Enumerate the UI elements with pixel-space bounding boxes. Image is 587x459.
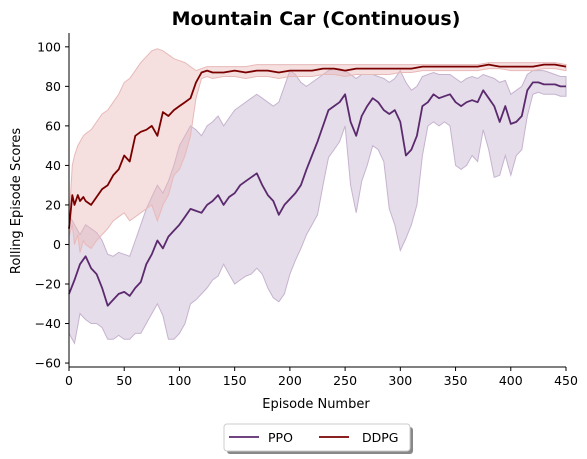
y-tick-label: 0 [53,237,61,252]
x-axis-label: Episode Number [262,397,370,412]
y-tick-label: 100 [37,39,61,54]
x-tick-label: 50 [116,373,132,388]
x-tick-label: 350 [444,373,468,388]
x-tick-label: 300 [388,373,412,388]
y-axis-label: Rolling Episode Scores [9,128,24,274]
x-tick-label: 400 [499,373,523,388]
y-tick-label: 80 [45,79,61,94]
x-tick-label: 0 [65,373,73,388]
x-tick-label: 200 [278,373,302,388]
y-tick-label: −40 [35,316,61,331]
legend-label-ddpg: DDPG [362,430,398,445]
x-tick-label: 450 [554,373,578,388]
y-tick-label: −60 [35,356,61,371]
legend-label-ppo: PPO [268,430,293,445]
x-tick-label: 150 [223,373,247,388]
x-tick-label: 100 [168,373,192,388]
x-tick-label: 250 [333,373,357,388]
y-tick-label: 40 [45,158,61,173]
chart-title: Mountain Car (Continuous) [172,8,461,30]
y-tick-label: −20 [35,276,61,291]
legend: PPO DDPG [224,424,413,454]
y-tick-label: 20 [45,197,61,212]
y-tick-label: 60 [45,118,61,133]
